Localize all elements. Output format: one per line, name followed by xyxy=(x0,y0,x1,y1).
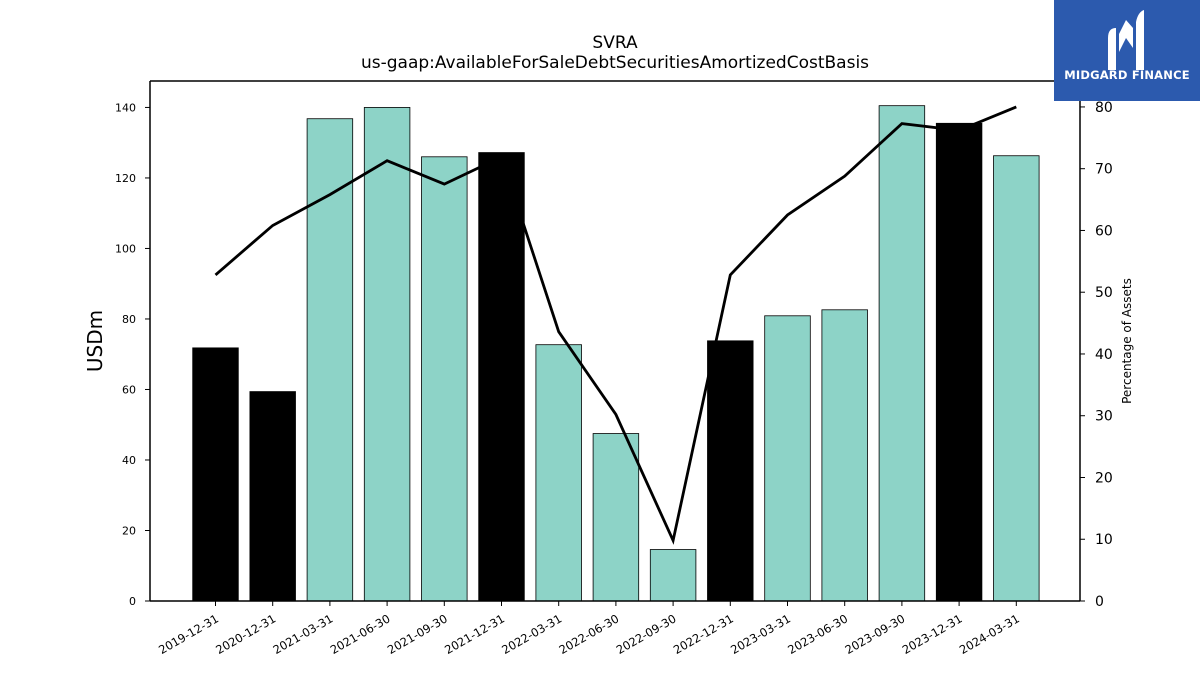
right-tick-label: 20 xyxy=(1095,470,1113,486)
logo-text: MIDGARD FINANCE xyxy=(1064,68,1190,82)
x-tick-label: 2023-03-31 xyxy=(728,611,793,657)
bar-2024-03-31 xyxy=(993,155,1040,602)
bar-2023-03-31 xyxy=(764,315,811,602)
left-tick-label: 0 xyxy=(129,595,136,608)
x-tick-label: 2019-12-31 xyxy=(156,611,221,657)
left-tick-label: 60 xyxy=(122,383,136,396)
x-tick-label: 2022-03-31 xyxy=(499,611,564,657)
right-tick-label: 60 xyxy=(1095,223,1113,239)
x-tick-label: 2021-06-30 xyxy=(328,611,393,657)
bar-2022-09-30 xyxy=(649,549,697,602)
x-tick-label: 2023-06-30 xyxy=(785,611,850,657)
bar-2023-06-30 xyxy=(821,309,868,602)
bar-2022-03-31 xyxy=(535,344,582,602)
percentage-of-assets-line xyxy=(214,105,1017,545)
chart-title: SVRA xyxy=(592,33,638,53)
x-tick-label: 2021-03-31 xyxy=(271,611,336,657)
x-tick-label: 2023-12-31 xyxy=(900,611,965,657)
right-tick-label: 80 xyxy=(1095,100,1113,116)
left-tick-label: 120 xyxy=(115,172,136,185)
bar-2021-12-31 xyxy=(478,152,525,602)
left-tick-label: 40 xyxy=(122,454,136,467)
x-tick-label: 2023-09-30 xyxy=(843,611,908,657)
bar-2020-12-31 xyxy=(249,391,296,602)
right-tick-label: 30 xyxy=(1095,409,1113,425)
x-tick-label: 2020-12-31 xyxy=(213,611,278,657)
midgard-logo-icon xyxy=(1108,10,1144,70)
x-tick-label: 2024-03-31 xyxy=(957,611,1022,657)
left-tick-label: 140 xyxy=(115,101,136,114)
right-tick-label: 40 xyxy=(1095,347,1113,363)
right-tick-label: 10 xyxy=(1095,532,1113,548)
left-axis-label: USDm xyxy=(83,310,107,372)
left-tick-label: 80 xyxy=(122,313,136,326)
left-tick-label: 100 xyxy=(115,242,136,255)
bar-2022-06-30 xyxy=(592,433,640,602)
bar-2021-06-30 xyxy=(363,107,411,602)
left-tick-label: 20 xyxy=(122,524,136,537)
right-tick-label: 70 xyxy=(1095,162,1113,178)
bar-2023-12-31 xyxy=(935,122,983,602)
x-tick-label: 2022-06-30 xyxy=(557,611,622,657)
x-tick-label: 2022-09-30 xyxy=(614,611,679,657)
bar-2021-03-31 xyxy=(306,118,354,602)
chart-subtitle: us-gaap:AvailableForSaleDebtSecuritiesAm… xyxy=(360,53,870,73)
right-axis-label: Percentage of Assets xyxy=(1120,278,1134,404)
x-tick-label: 2021-12-31 xyxy=(442,611,507,657)
midgard-finance-logo: MIDGARD FINANCE xyxy=(1054,0,1200,101)
right-tick-label: 0 xyxy=(1095,594,1104,610)
bar-2023-09-30 xyxy=(878,105,926,602)
bar-2021-09-30 xyxy=(421,156,468,602)
x-tick-label: 2021-09-30 xyxy=(385,611,450,657)
bar-2022-12-31 xyxy=(707,340,754,602)
bar-2019-12-31 xyxy=(192,347,239,602)
right-tick-label: 50 xyxy=(1095,285,1113,301)
x-tick-label: 2022-12-31 xyxy=(671,611,736,657)
